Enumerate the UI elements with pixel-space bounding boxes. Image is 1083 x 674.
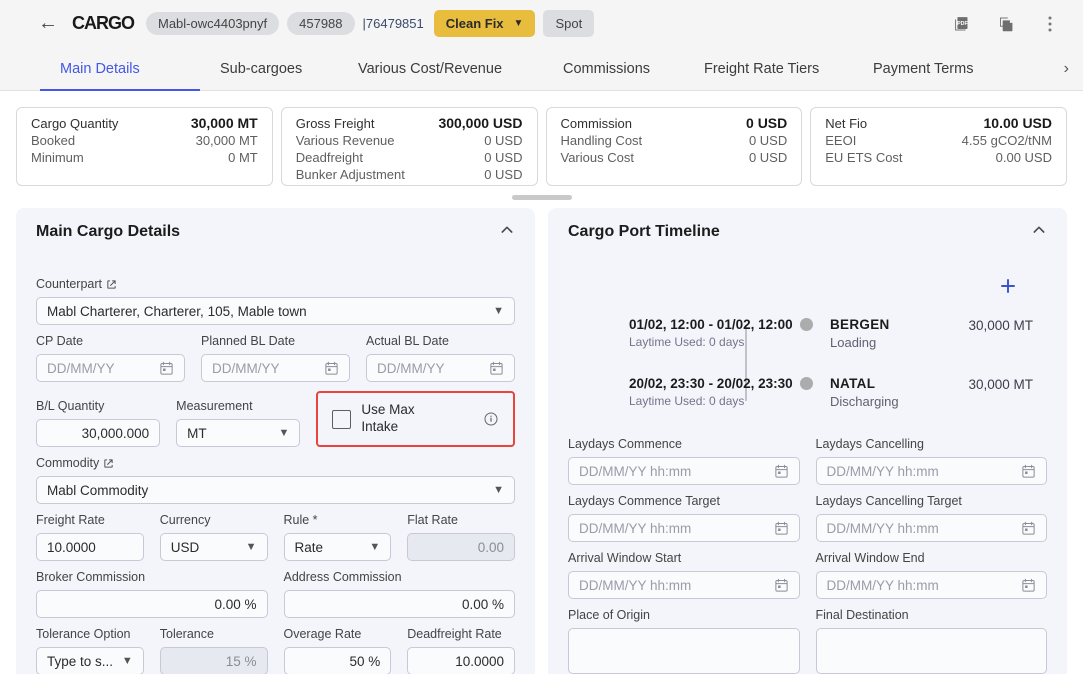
svg-text:PDF: PDF: [957, 20, 968, 26]
